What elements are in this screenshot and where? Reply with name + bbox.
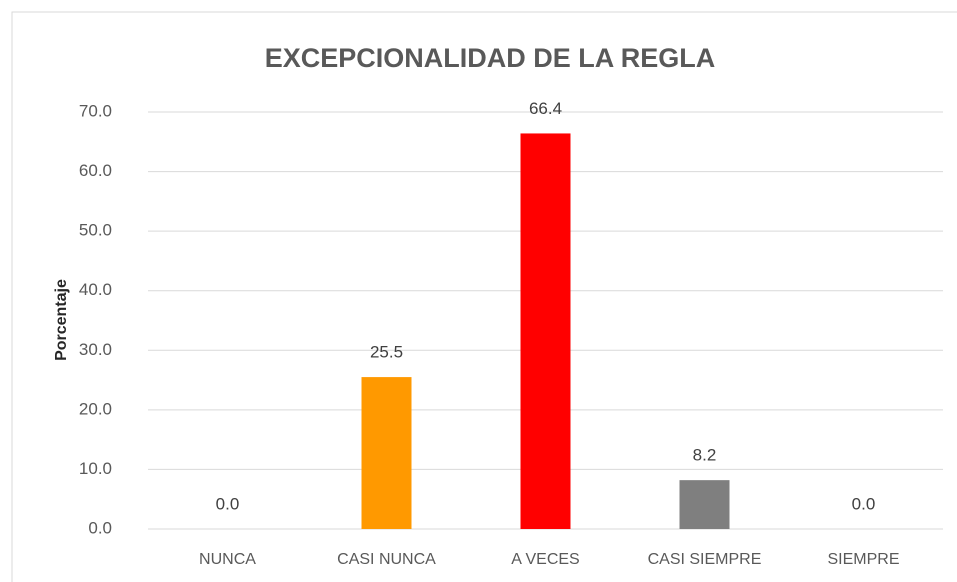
y-tick-label: 70.0 bbox=[79, 101, 112, 120]
bar bbox=[361, 377, 412, 529]
y-axis-label: Porcentaje bbox=[53, 279, 70, 361]
chart-frame bbox=[11, 11, 957, 582]
y-tick-label: 60.0 bbox=[79, 161, 112, 180]
y-tick-label: 50.0 bbox=[79, 221, 112, 240]
bar bbox=[679, 480, 730, 529]
x-tick-label: NUNCA bbox=[199, 551, 256, 568]
y-tick-label: 20.0 bbox=[79, 399, 112, 418]
value-label: 25.5 bbox=[370, 343, 403, 362]
value-label: 8.2 bbox=[693, 446, 717, 465]
x-tick-label: CASI SIEMPRE bbox=[648, 551, 762, 568]
x-tick-label: CASI NUNCA bbox=[337, 551, 436, 568]
bar bbox=[520, 133, 571, 529]
value-label: 66.4 bbox=[529, 99, 562, 118]
y-tick-label: 0.0 bbox=[88, 518, 112, 537]
y-tick-label: 40.0 bbox=[79, 280, 112, 299]
x-tick-label: SIEMPRE bbox=[827, 551, 899, 568]
x-tick-label: A VECES bbox=[511, 551, 579, 568]
y-tick-label: 10.0 bbox=[79, 459, 112, 478]
value-label: 0.0 bbox=[852, 494, 876, 513]
value-label: 0.0 bbox=[216, 494, 240, 513]
y-tick-label: 30.0 bbox=[79, 340, 112, 359]
chart-title: EXCEPCIONALIDAD DE LA REGLA bbox=[265, 43, 716, 73]
